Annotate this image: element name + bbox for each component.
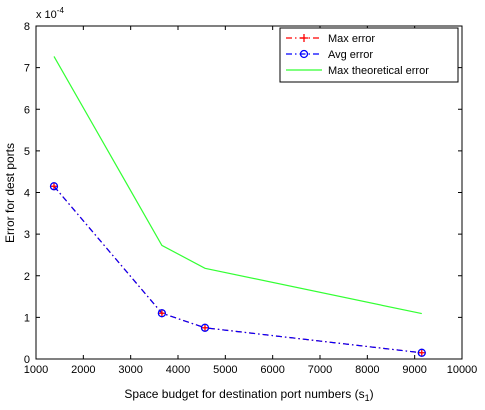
marker-layer: [49, 182, 426, 357]
tick-layer: 1000 2000 3000 4000 5000 6000 7000 8000 9000 1000…: [24, 21, 478, 376]
y-tick-label: 2: [24, 271, 30, 283]
x-axis-label-suffix: ): [370, 387, 374, 401]
x-axis-label-main: Space budget for destination port number…: [124, 387, 364, 401]
y-tick-label: 6: [24, 104, 30, 116]
y-tick-label: 8: [24, 21, 30, 33]
y-axis-label: Error for dest ports: [3, 143, 17, 243]
data-point-0: [157, 309, 166, 318]
legend-label-1: Avg error: [328, 49, 373, 61]
y-exponent-label: x 10-4: [36, 6, 64, 21]
legend-box: [279, 27, 459, 83]
x-axis-label-subscript: 1: [365, 393, 370, 403]
data-point-1: [157, 309, 167, 318]
series-line-2: [53, 56, 422, 315]
svg-text:x 10-4: x 10-4: [36, 6, 64, 21]
legend-items: Max error Avg error Max theoretical error: [286, 33, 429, 77]
y-tick-label: 0: [24, 354, 30, 366]
series-layer: [53, 56, 422, 354]
y-tick-label: 3: [24, 229, 30, 241]
x-tick-label: 2000: [71, 364, 95, 376]
x-tick-label: 9000: [402, 364, 426, 376]
y-tick-label: 4: [24, 188, 30, 200]
legend-marker-1: [299, 49, 309, 59]
legend-label-2: Max theoretical error: [328, 65, 429, 77]
x-tick-label: 5000: [213, 364, 237, 376]
y-tick-label: 7: [24, 63, 30, 75]
x-tick-label: 7000: [308, 364, 332, 376]
data-point-1: [200, 323, 210, 332]
x-tick-label: 6000: [260, 364, 284, 376]
x-tick-label: 3000: [118, 364, 142, 376]
x-tick-label: 8000: [355, 364, 379, 376]
legend-marker-0: [300, 34, 308, 42]
legend: Max error Avg error Max theoretical error: [279, 27, 459, 83]
data-point-0: [417, 348, 426, 357]
x-tick-label: 1000: [24, 364, 48, 376]
legend-label-0: Max error: [328, 33, 375, 45]
x-axis-label: Space budget for destination port number…: [124, 387, 373, 403]
data-point-0: [49, 182, 58, 191]
x-tick-label: 10000: [447, 364, 478, 376]
data-point-0: [200, 323, 209, 332]
y-exponent-power: -4: [57, 6, 65, 15]
series-line-1: [53, 185, 422, 354]
y-tick-label: 5: [24, 146, 30, 158]
x-tick-label: 4000: [166, 364, 190, 376]
data-point-1: [49, 182, 59, 191]
data-point-1: [417, 348, 426, 357]
y-exponent-base: x 10: [36, 9, 57, 21]
y-tick-label: 1: [24, 312, 30, 324]
